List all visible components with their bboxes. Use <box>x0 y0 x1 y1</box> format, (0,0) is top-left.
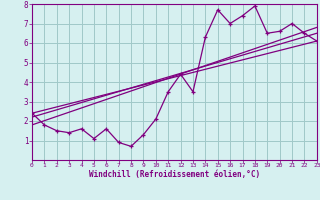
X-axis label: Windchill (Refroidissement éolien,°C): Windchill (Refroidissement éolien,°C) <box>89 170 260 179</box>
